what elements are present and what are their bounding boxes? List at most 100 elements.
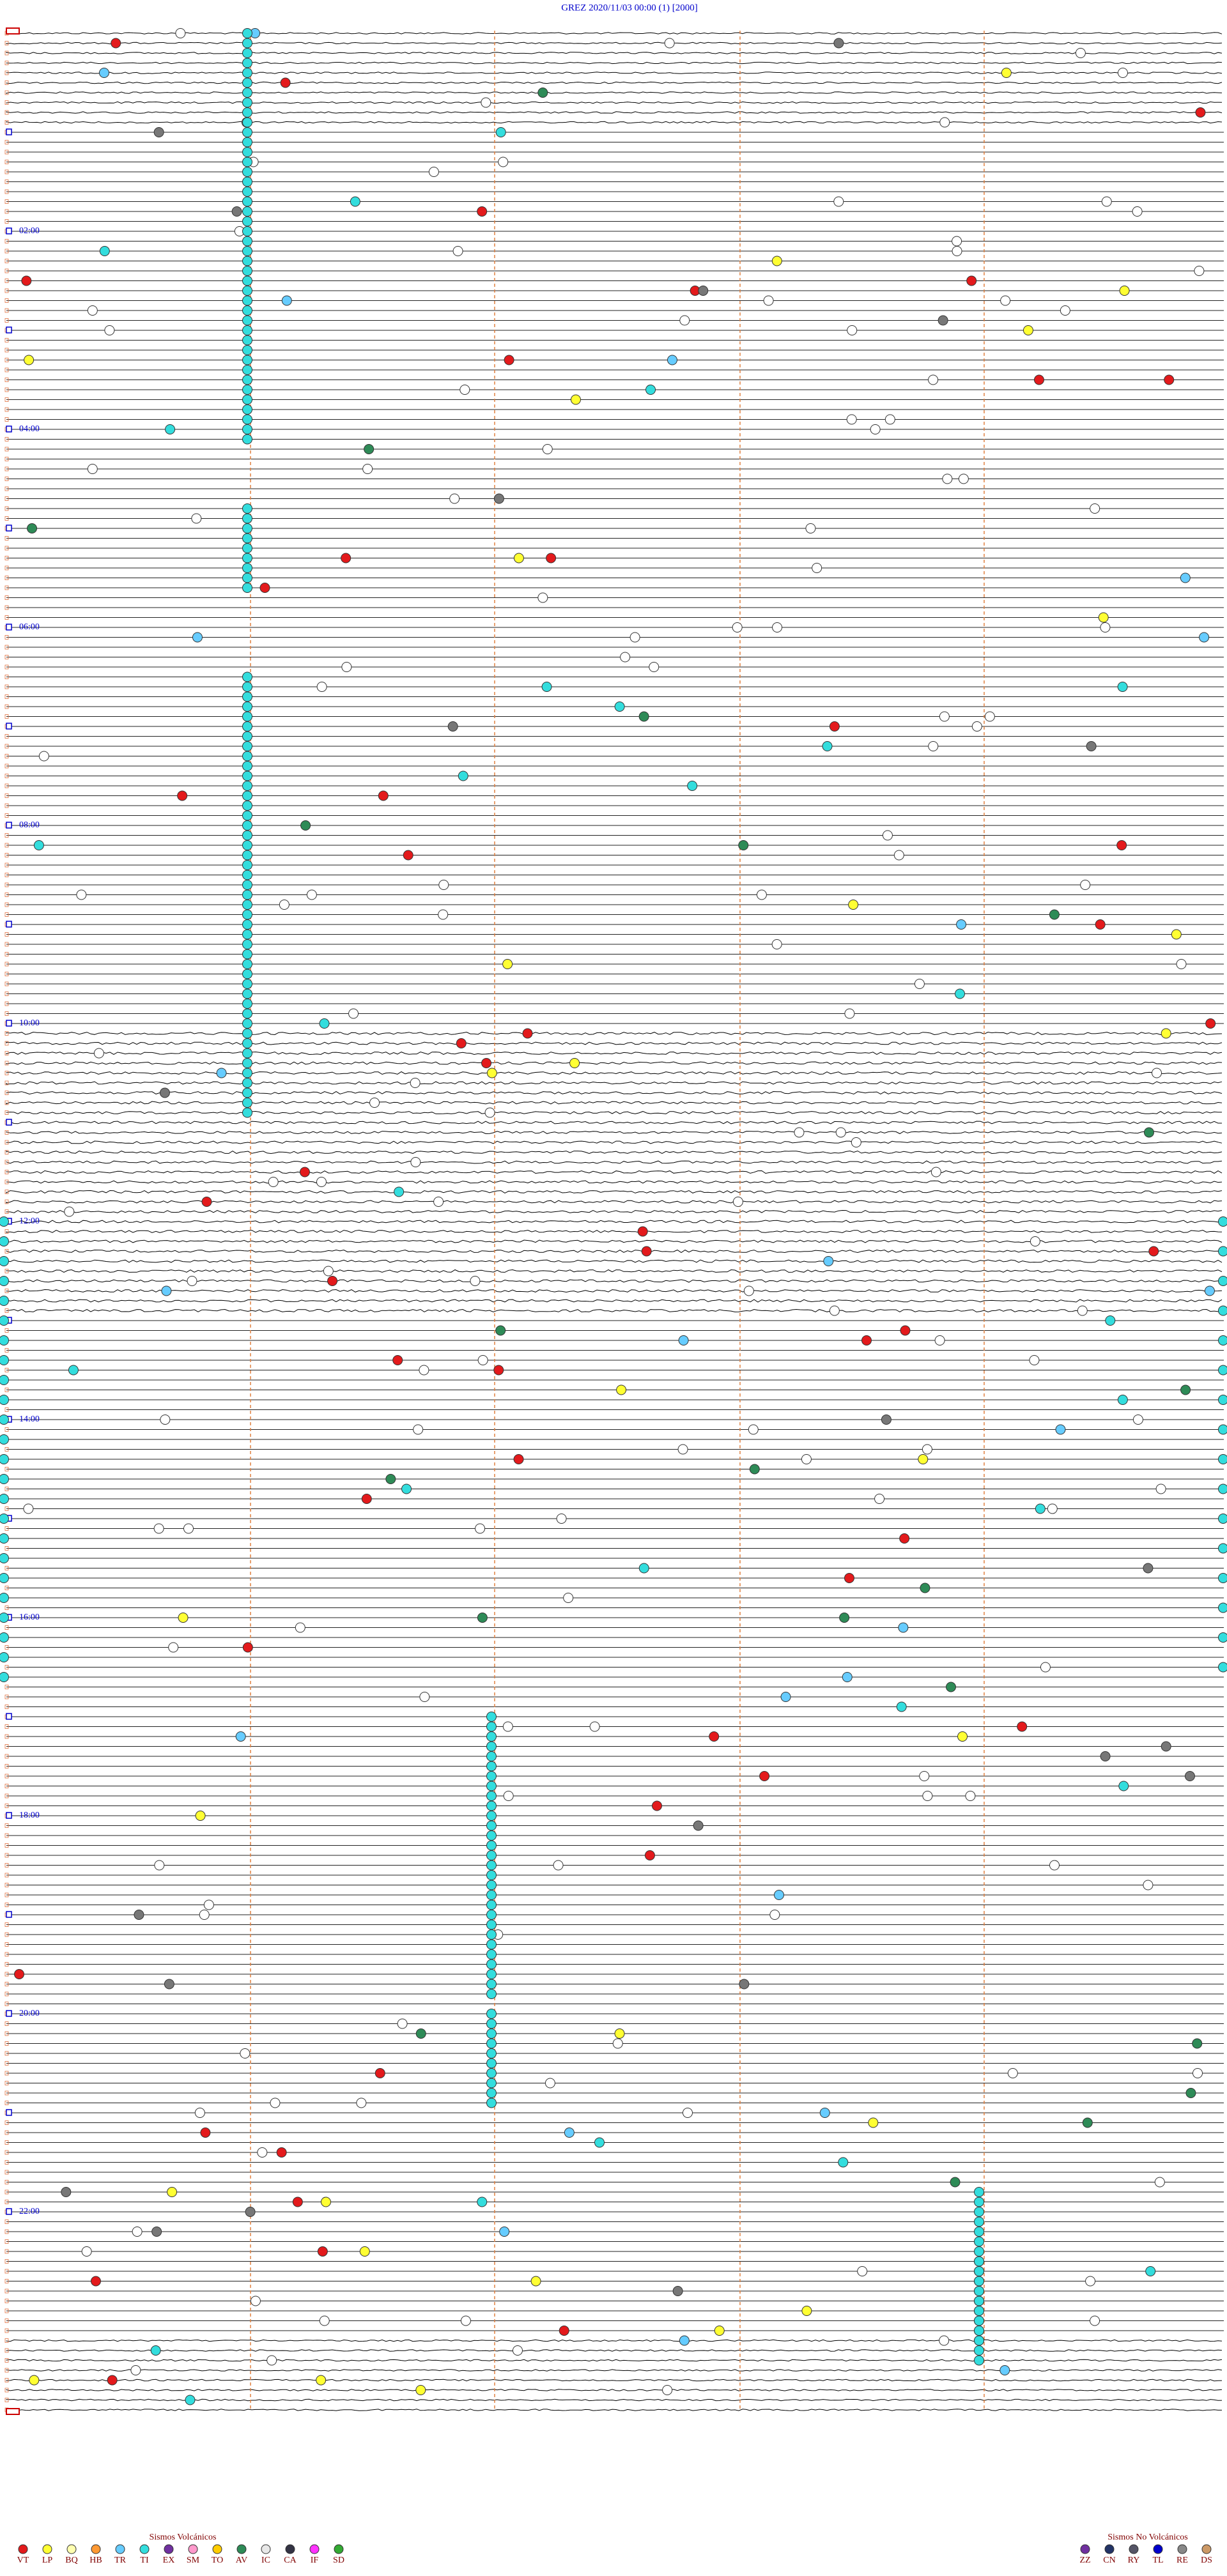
event-marker xyxy=(243,207,252,217)
event-marker xyxy=(1086,2276,1095,2286)
event-marker xyxy=(185,2395,195,2405)
event-marker xyxy=(1132,207,1142,217)
event-marker xyxy=(243,68,252,78)
event-marker xyxy=(496,1326,505,1335)
event-marker xyxy=(487,2009,497,2019)
event-marker xyxy=(794,1128,804,1137)
trace xyxy=(6,33,1222,34)
event-marker xyxy=(487,1068,497,1078)
event-marker xyxy=(169,1643,178,1652)
event-marker xyxy=(243,751,252,761)
event-marker xyxy=(714,2326,724,2336)
event-marker xyxy=(481,98,491,107)
hour-label: 12:00 xyxy=(19,1216,40,1226)
event-marker xyxy=(1144,1128,1154,1137)
event-marker xyxy=(1219,1514,1227,1524)
trace xyxy=(6,1151,1222,1154)
event-marker xyxy=(99,68,109,78)
event-marker xyxy=(975,2336,984,2345)
trace xyxy=(6,1042,1222,1045)
event-marker xyxy=(176,29,185,38)
event-marker xyxy=(770,1910,780,1920)
event-marker xyxy=(217,1068,226,1078)
event-marker xyxy=(419,1365,429,1375)
event-marker xyxy=(842,1673,852,1682)
hour-bracket xyxy=(6,2011,12,2016)
event-marker xyxy=(693,1821,703,1830)
event-marker xyxy=(243,524,252,533)
event-marker xyxy=(652,1801,661,1811)
event-marker xyxy=(496,128,505,137)
legend-swatch xyxy=(310,2545,319,2554)
trace xyxy=(6,1072,1222,1075)
event-marker xyxy=(1180,573,1190,583)
event-marker xyxy=(487,1831,497,1841)
event-marker xyxy=(952,236,962,246)
event-marker xyxy=(243,29,252,38)
event-marker xyxy=(243,920,252,930)
event-marker xyxy=(320,2316,329,2326)
event-marker xyxy=(243,900,252,910)
event-marker xyxy=(154,1524,164,1533)
event-marker xyxy=(360,2247,369,2257)
event-marker xyxy=(922,1445,932,1454)
event-marker xyxy=(394,1187,404,1197)
event-marker xyxy=(477,2197,487,2207)
trace xyxy=(6,121,1222,123)
legend-code: DS xyxy=(1201,2556,1212,2565)
event-marker xyxy=(34,841,43,850)
event-marker xyxy=(477,1613,487,1623)
event-marker xyxy=(615,702,624,712)
hour-label: 20:00 xyxy=(19,2009,40,2018)
event-marker xyxy=(1060,306,1070,316)
event-marker xyxy=(929,375,938,385)
event-marker xyxy=(301,821,311,831)
event-marker xyxy=(1106,1316,1115,1326)
hour-label: 22:00 xyxy=(19,2207,40,2216)
event-marker xyxy=(204,1900,213,1910)
event-marker xyxy=(935,1336,945,1346)
event-marker xyxy=(679,1336,688,1346)
event-marker xyxy=(107,2375,117,2385)
event-marker xyxy=(243,1088,252,1098)
legend-swatch xyxy=(286,2545,295,2554)
event-marker xyxy=(663,2386,672,2395)
event-marker xyxy=(1056,1425,1065,1434)
event-marker xyxy=(24,1504,33,1514)
legend-code: TL xyxy=(1152,2556,1163,2565)
legend-swatch xyxy=(164,2545,173,2554)
event-marker xyxy=(642,1246,651,1256)
event-marker xyxy=(243,861,252,870)
event-marker xyxy=(1192,2039,1202,2048)
legend-code: AV xyxy=(236,2556,247,2565)
event-marker xyxy=(243,960,252,969)
event-marker xyxy=(482,1059,491,1068)
trace xyxy=(6,1230,1222,1233)
event-marker xyxy=(952,247,962,256)
event-marker xyxy=(318,2247,327,2257)
event-marker xyxy=(243,533,252,543)
trace xyxy=(6,1300,1222,1302)
event-marker xyxy=(243,544,252,553)
hour-bracket xyxy=(6,426,12,432)
event-marker xyxy=(1086,742,1096,751)
event-marker xyxy=(939,2336,949,2345)
event-marker xyxy=(0,1415,9,1425)
legend-swatch xyxy=(91,2545,100,2554)
event-marker xyxy=(243,256,252,266)
event-marker xyxy=(881,1415,891,1425)
trace xyxy=(6,1310,1222,1312)
event-marker xyxy=(243,1068,252,1078)
legend-swatch xyxy=(140,2545,149,2554)
legend-swatch xyxy=(213,2545,222,2554)
event-marker xyxy=(243,890,252,900)
trace xyxy=(6,1092,1222,1094)
event-marker xyxy=(1118,1395,1127,1405)
event-marker xyxy=(1196,108,1205,118)
event-marker xyxy=(1008,2069,1017,2078)
event-marker xyxy=(645,1851,654,1860)
event-marker xyxy=(503,960,513,969)
event-marker xyxy=(192,632,202,642)
trace xyxy=(6,2370,1222,2371)
event-marker xyxy=(0,1217,9,1227)
